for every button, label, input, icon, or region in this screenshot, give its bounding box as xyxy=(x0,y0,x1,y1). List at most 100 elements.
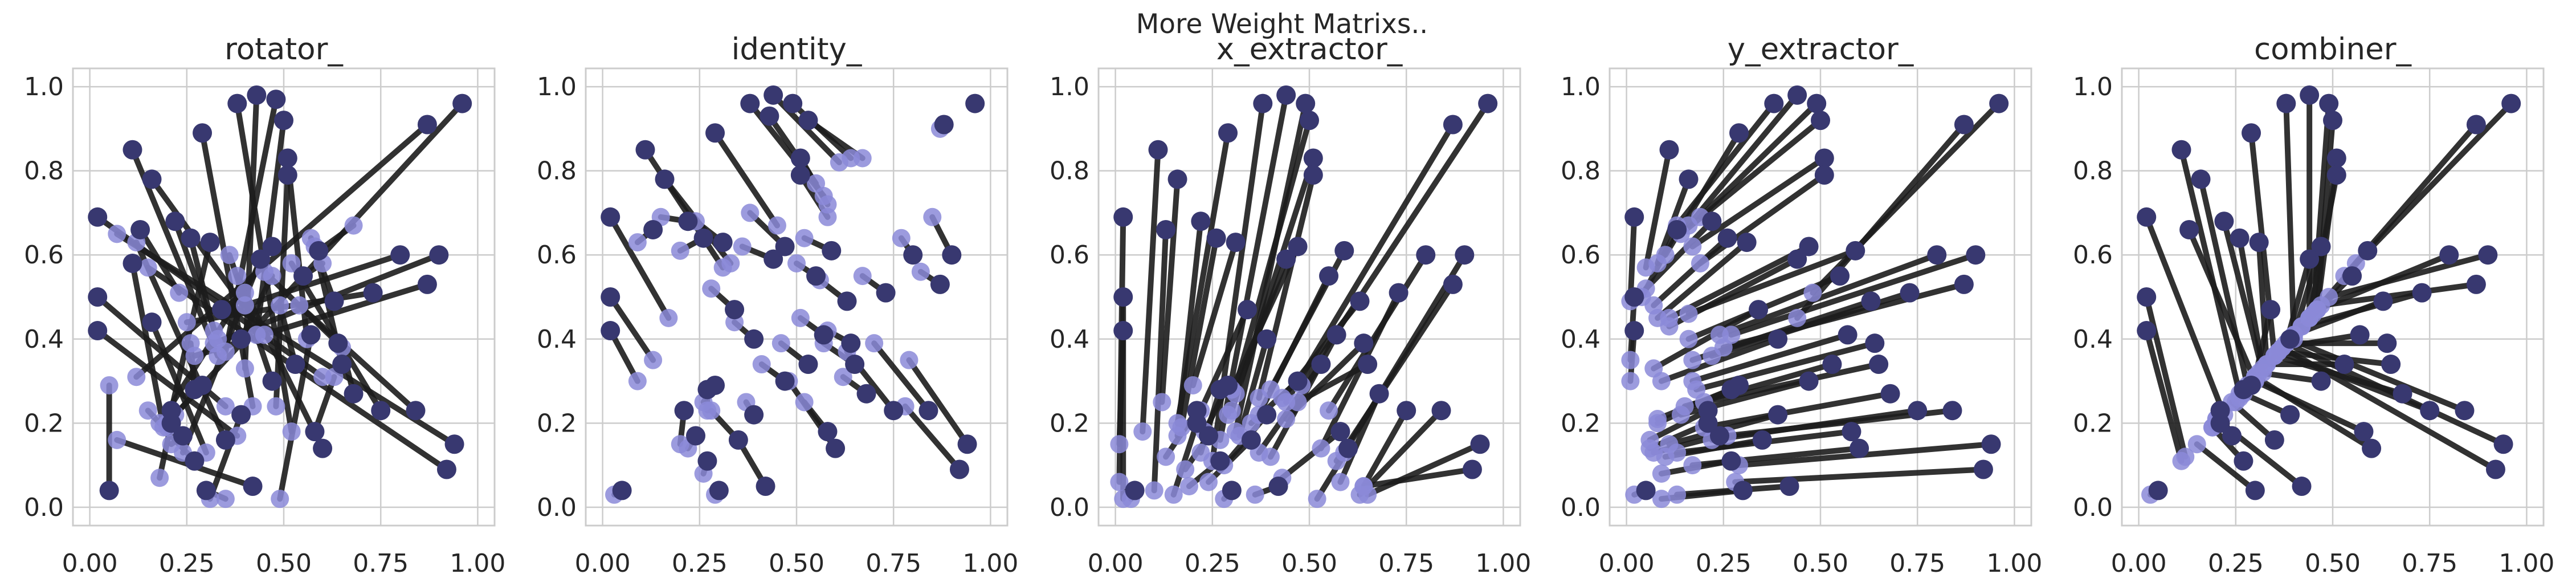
dest-point xyxy=(235,296,254,315)
source-point xyxy=(2292,477,2312,496)
mapping-segment xyxy=(1159,176,1181,405)
source-point xyxy=(744,405,764,425)
mapping-segment xyxy=(607,294,656,363)
y-tick-label: 1.0 xyxy=(1561,72,1601,101)
source-point xyxy=(1338,438,1358,458)
source-point xyxy=(165,211,185,231)
plot-frame xyxy=(585,67,1009,527)
dest-point xyxy=(1288,393,1307,412)
source-point xyxy=(1210,451,1230,471)
source-point xyxy=(826,438,846,458)
source-point xyxy=(1300,111,1319,131)
dest-point xyxy=(177,313,196,332)
source-point xyxy=(1257,329,1277,349)
dest-point xyxy=(1660,435,1679,454)
source-point xyxy=(783,93,803,113)
source-point xyxy=(2377,333,2397,353)
source-point xyxy=(2478,245,2498,265)
source-point xyxy=(2245,481,2265,500)
source-point xyxy=(2350,325,2370,345)
source-point xyxy=(1900,283,1920,303)
dest-point xyxy=(228,267,247,286)
source-point xyxy=(344,384,364,404)
source-point xyxy=(965,93,985,113)
dest-point xyxy=(853,267,872,286)
source-point xyxy=(1838,325,1858,345)
mapping-segment xyxy=(114,437,256,490)
source-point xyxy=(1981,434,2001,454)
source-point xyxy=(2249,233,2269,253)
source-point xyxy=(1222,481,1242,500)
plot-frame xyxy=(72,67,496,527)
dest-point xyxy=(807,174,826,193)
dest-point xyxy=(108,430,126,449)
source-point xyxy=(1830,266,1850,286)
mapping-segment xyxy=(1643,146,1672,271)
source-point xyxy=(2242,123,2261,143)
source-point xyxy=(756,477,775,496)
source-point xyxy=(2137,207,2157,227)
source-point xyxy=(88,207,108,227)
source-point xyxy=(251,249,271,269)
y-tick-label: 0.4 xyxy=(24,325,64,354)
source-point xyxy=(818,422,838,442)
x-tick-label: 1.00 xyxy=(1986,549,2042,578)
source-point xyxy=(775,237,795,257)
source-point xyxy=(1814,148,1834,168)
source-point xyxy=(88,287,108,307)
source-point xyxy=(274,111,293,131)
source-point xyxy=(655,169,675,189)
mapping-segment xyxy=(1279,429,1344,481)
dest-point xyxy=(791,308,810,327)
source-point xyxy=(130,219,150,239)
mapping-segment xyxy=(1337,390,1382,485)
source-point xyxy=(1729,123,1749,143)
dest-point xyxy=(787,254,806,272)
source-point xyxy=(1350,291,1370,311)
source-point xyxy=(1667,219,1687,239)
source-point xyxy=(2362,438,2382,458)
y-tick-label: 0.2 xyxy=(1050,409,1089,438)
plot-frame xyxy=(2121,67,2545,527)
dest-point xyxy=(2265,347,2284,365)
source-point xyxy=(266,89,286,109)
plot-frame xyxy=(1609,67,2032,527)
source-point xyxy=(1330,422,1350,442)
source-point xyxy=(1238,300,1258,320)
mapping-segment xyxy=(137,226,182,296)
source-point xyxy=(1354,333,1374,353)
source-point xyxy=(601,207,620,227)
mapping-segment xyxy=(1651,235,1730,308)
dest-point xyxy=(713,258,732,277)
source-point xyxy=(1698,413,1718,433)
source-point xyxy=(1787,249,1807,269)
source-point xyxy=(2412,283,2432,303)
mapping-segment xyxy=(2194,441,2258,494)
source-point xyxy=(142,169,162,189)
source-point xyxy=(1253,93,1273,113)
source-point xyxy=(1303,165,1323,185)
mapping-segment xyxy=(2252,378,2367,435)
dest-point xyxy=(741,204,760,222)
source-point xyxy=(713,233,733,253)
source-point xyxy=(2300,249,2320,269)
dest-point xyxy=(216,490,235,508)
y-tick-label: 0.8 xyxy=(2073,157,2113,186)
source-point xyxy=(1908,401,1928,421)
source-point xyxy=(301,325,321,345)
dest-point xyxy=(205,321,223,340)
source-point xyxy=(123,253,142,273)
dest-point xyxy=(1803,283,1822,302)
source-point xyxy=(2148,481,2168,500)
dest-point xyxy=(127,368,146,386)
source-point xyxy=(1814,165,1834,185)
source-point xyxy=(1768,329,1788,349)
source-point xyxy=(2234,451,2254,471)
source-point xyxy=(2466,115,2486,135)
dest-point xyxy=(1636,258,1655,277)
source-point xyxy=(1869,355,1889,375)
y-tick-label: 0.4 xyxy=(2073,325,2113,354)
source-point xyxy=(215,430,235,450)
x-tick-label: 0.50 xyxy=(1793,549,1848,578)
dest-point xyxy=(282,254,301,272)
